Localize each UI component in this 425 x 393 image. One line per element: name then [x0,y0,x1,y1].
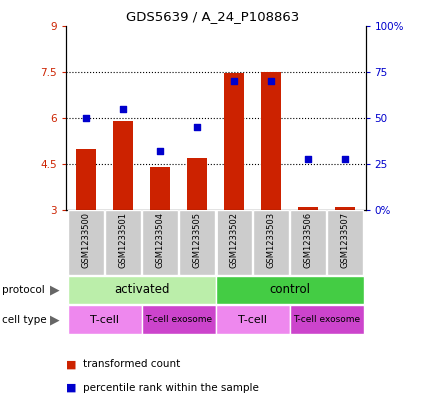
Point [83,115,90,121]
Bar [113,121,133,210]
Bar [215,305,290,334]
Bar [253,210,289,275]
Text: GSM1233506: GSM1233506 [304,212,313,268]
Bar [68,276,215,304]
Bar [327,210,363,275]
Text: T-cell exosome: T-cell exosome [293,315,360,324]
Bar [261,72,281,210]
Text: T-cell: T-cell [238,315,267,325]
Point [157,148,164,154]
Text: GSM1233504: GSM1233504 [156,212,165,268]
Bar [290,210,326,275]
Bar [142,210,178,275]
Text: protocol: protocol [2,285,45,295]
Text: GSM1233500: GSM1233500 [82,212,91,268]
Text: T-cell exosome: T-cell exosome [145,315,212,324]
Text: T-cell: T-cell [90,315,119,325]
Bar [224,73,244,210]
Point [342,155,348,162]
Text: ■: ■ [66,383,76,393]
Text: GSM1233501: GSM1233501 [119,212,128,268]
Bar [150,167,170,210]
Text: GDS5639 / A_24_P108863: GDS5639 / A_24_P108863 [126,10,299,23]
Text: percentile rank within the sample: percentile rank within the sample [83,383,259,393]
Text: control: control [269,283,310,296]
Text: ▶: ▶ [50,283,59,296]
Bar [105,210,141,275]
Text: ▶: ▶ [50,313,59,326]
Bar [216,210,252,275]
Point [194,124,201,130]
Text: GSM1233505: GSM1233505 [193,212,202,268]
Bar [142,305,215,334]
Text: transformed count: transformed count [83,359,180,369]
Text: ■: ■ [66,359,76,369]
Bar [298,207,318,210]
Point [268,78,275,84]
Bar [68,210,104,275]
Bar [179,210,215,275]
Bar [68,305,142,334]
Text: activated: activated [114,283,170,296]
Text: GSM1233507: GSM1233507 [341,212,350,268]
Point [305,155,312,162]
Text: GSM1233502: GSM1233502 [230,212,239,268]
Bar [335,207,355,210]
Bar [290,305,364,334]
Point [231,78,238,84]
Bar [215,276,364,304]
Bar [76,149,96,210]
Text: cell type: cell type [2,315,47,325]
Text: GSM1233503: GSM1233503 [266,212,276,268]
Bar [187,158,207,210]
Point [120,105,127,112]
